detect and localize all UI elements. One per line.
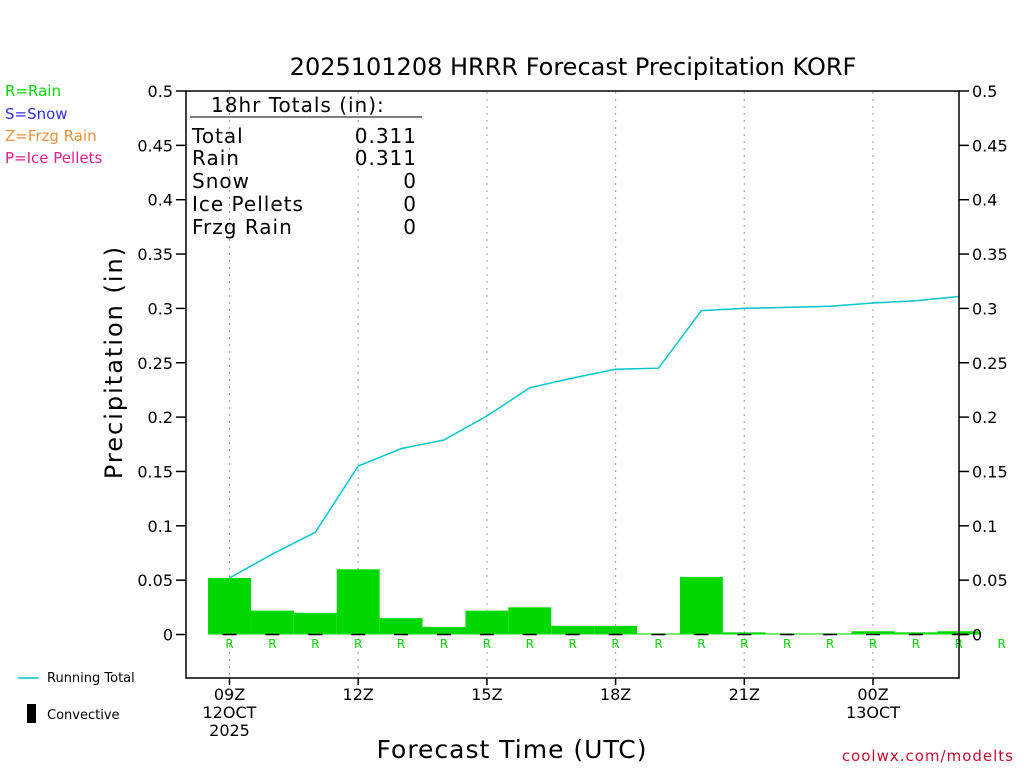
y-tick-label-left-0.35: 0.35 bbox=[137, 245, 173, 264]
precip-bar-22Z bbox=[722, 632, 766, 635]
running-total-legend-label: Running Total bbox=[47, 671, 135, 686]
x-axis-label: Forecast Time (UTC) bbox=[377, 735, 648, 764]
y-tick-label-right-0.45: 0.45 bbox=[972, 136, 1008, 155]
precip-type-marker-01Z: R bbox=[912, 637, 920, 651]
y-tick-label-right-0.15: 0.15 bbox=[972, 462, 1008, 481]
totals-value-frzg-rain: 0 bbox=[403, 215, 417, 239]
y-tick-label-right-0.5: 0.5 bbox=[972, 82, 997, 101]
precip-type-marker-20Z: R bbox=[697, 637, 705, 651]
y-tick-label-right-0.1: 0.1 bbox=[972, 517, 997, 536]
precip-type-marker-10Z: R bbox=[268, 637, 276, 651]
y-tick-label-left-0.3: 0.3 bbox=[148, 299, 173, 318]
precip-bar-01Z bbox=[851, 631, 895, 635]
legend-frzg-rain: Z=Frzg Rain bbox=[5, 127, 97, 145]
y-tick-label-right-0.4: 0.4 bbox=[972, 191, 997, 210]
y-tick-label-left-0: 0 bbox=[163, 626, 173, 645]
legend-snow: S=Snow bbox=[5, 105, 68, 123]
x-tick-label-00Z-0: 00Z bbox=[857, 685, 888, 704]
y-axis-label: Precipitation (in) bbox=[100, 245, 128, 479]
totals-label-frzg-rain: Frzg Rain bbox=[192, 215, 293, 239]
precip-type-marker-03Z: R bbox=[998, 637, 1006, 651]
precip-bar-12Z bbox=[293, 612, 337, 635]
precip-bar-19Z bbox=[594, 625, 638, 635]
y-tick-label-left-0.4: 0.4 bbox=[148, 191, 173, 210]
x-tick-label-09Z-1: 12OCT bbox=[203, 703, 257, 722]
precip-type-legend: R=Rain S=Snow Z=Frzg Rain P=Ice Pellets bbox=[5, 82, 102, 167]
y-tick-label-left-0.15: 0.15 bbox=[137, 462, 173, 481]
precip-type-marker-11Z: R bbox=[311, 637, 319, 651]
grid-lines bbox=[228, 92, 874, 677]
x-tick-label-00Z-1: 13OCT bbox=[846, 703, 900, 722]
y-tick-label-right-0.2: 0.2 bbox=[972, 408, 997, 427]
y-tick-label-left-0.45: 0.45 bbox=[137, 136, 173, 155]
totals-value-total: 0.311 bbox=[355, 124, 417, 148]
precip-bar-13Z bbox=[336, 569, 380, 635]
legend-rain: R=Rain bbox=[5, 82, 61, 100]
precip-type-marker-18Z: R bbox=[611, 637, 619, 651]
totals-value-ice-pellets: 0 bbox=[403, 192, 417, 216]
precip-type-marker-22Z: R bbox=[783, 637, 791, 651]
precip-bar-14Z bbox=[379, 618, 423, 635]
totals-heading: 18hr Totals (in): bbox=[211, 93, 385, 117]
x-tick-label-12Z-0: 12Z bbox=[343, 685, 374, 704]
y-tick-label-right-0.05: 0.05 bbox=[972, 571, 1008, 590]
totals-label-total: Total bbox=[191, 124, 244, 148]
convective-legend-swatch bbox=[27, 704, 36, 723]
running-total-line bbox=[229, 295, 959, 579]
x-tick-label-21Z-0: 21Z bbox=[729, 685, 760, 704]
precip-bar-17Z bbox=[508, 607, 552, 635]
precip-type-marker-09Z: R bbox=[225, 637, 233, 651]
totals-label-rain: Rain bbox=[192, 146, 240, 170]
plot-frame bbox=[185, 90, 960, 679]
x-tick-label-09Z-2: 2025 bbox=[209, 721, 250, 740]
precip-bar-21Z bbox=[679, 576, 723, 635]
precip-type-marker-15Z: R bbox=[483, 637, 491, 651]
precip-type-marker-23Z: R bbox=[826, 637, 834, 651]
precip-type-marker-14Z: R bbox=[440, 637, 448, 651]
totals-value-snow: 0 bbox=[403, 169, 417, 193]
running-total-series bbox=[229, 295, 959, 579]
precip-type-marker-17Z: R bbox=[569, 637, 577, 651]
y-axis-right: 0 0.05 0.1 0.15 0.2 0.25 0.3 0.35 0.4 0.45 0.5 bbox=[959, 82, 1008, 645]
precip-type-marker-00Z: R bbox=[869, 637, 877, 651]
precip-type-marker-13Z: R bbox=[397, 637, 405, 651]
x-tick-label-18Z-0: 18Z bbox=[600, 685, 631, 704]
convective-legend-label: Convective bbox=[47, 708, 120, 723]
x-tick-label-15Z-0: 15Z bbox=[471, 685, 502, 704]
totals-box: 18hr Totals (in): Total 0.311 Rain 0.311… bbox=[190, 93, 422, 239]
totals-value-rain: 0.311 bbox=[355, 146, 417, 170]
y-tick-label-right-0: 0 bbox=[972, 626, 982, 645]
precip-bar-16Z bbox=[465, 610, 509, 635]
y-tick-label-right-0.25: 0.25 bbox=[972, 354, 1008, 373]
credit-text: coolwx.com/modelts bbox=[842, 747, 1014, 765]
precip-type-marker-12Z: R bbox=[354, 637, 362, 651]
y-tick-label-left-0.25: 0.25 bbox=[137, 354, 173, 373]
precip-bar-10Z bbox=[208, 577, 251, 635]
precip-bar-18Z bbox=[551, 625, 595, 635]
legend-ice-pellets: P=Ice Pellets bbox=[5, 149, 102, 167]
precip-bar-15Z bbox=[422, 626, 466, 635]
y-tick-label-right-0.3: 0.3 bbox=[972, 299, 997, 318]
totals-label-snow: Snow bbox=[192, 169, 250, 193]
totals-label-ice-pellets: Ice Pellets bbox=[192, 192, 304, 216]
precip-type-marker-16Z: R bbox=[526, 637, 534, 651]
precip-type-marker-21Z: R bbox=[740, 637, 748, 651]
y-axis-left: 0 0.05 0.1 0.15 0.2 0.25 0.3 0.35 0.4 0.45 0.5 bbox=[137, 82, 186, 645]
precip-bar-02Z bbox=[894, 632, 938, 635]
y-tick-label-left-0.5: 0.5 bbox=[148, 82, 173, 101]
y-tick-label-left-0.1: 0.1 bbox=[148, 517, 173, 536]
y-tick-label-left-0.2: 0.2 bbox=[148, 408, 173, 427]
precip-bar-11Z bbox=[250, 610, 294, 635]
x-tick-label-09Z-0: 09Z bbox=[214, 685, 245, 704]
precip-type-marker-19Z: R bbox=[654, 637, 662, 651]
y-tick-label-right-0.35: 0.35 bbox=[972, 245, 1008, 264]
series-legend: Running Total Convective bbox=[18, 671, 135, 723]
y-tick-label-left-0.05: 0.05 bbox=[137, 571, 173, 590]
chart-title: 2025101208 HRRR Forecast Precipitation K… bbox=[290, 53, 857, 81]
bar-series bbox=[208, 569, 981, 636]
